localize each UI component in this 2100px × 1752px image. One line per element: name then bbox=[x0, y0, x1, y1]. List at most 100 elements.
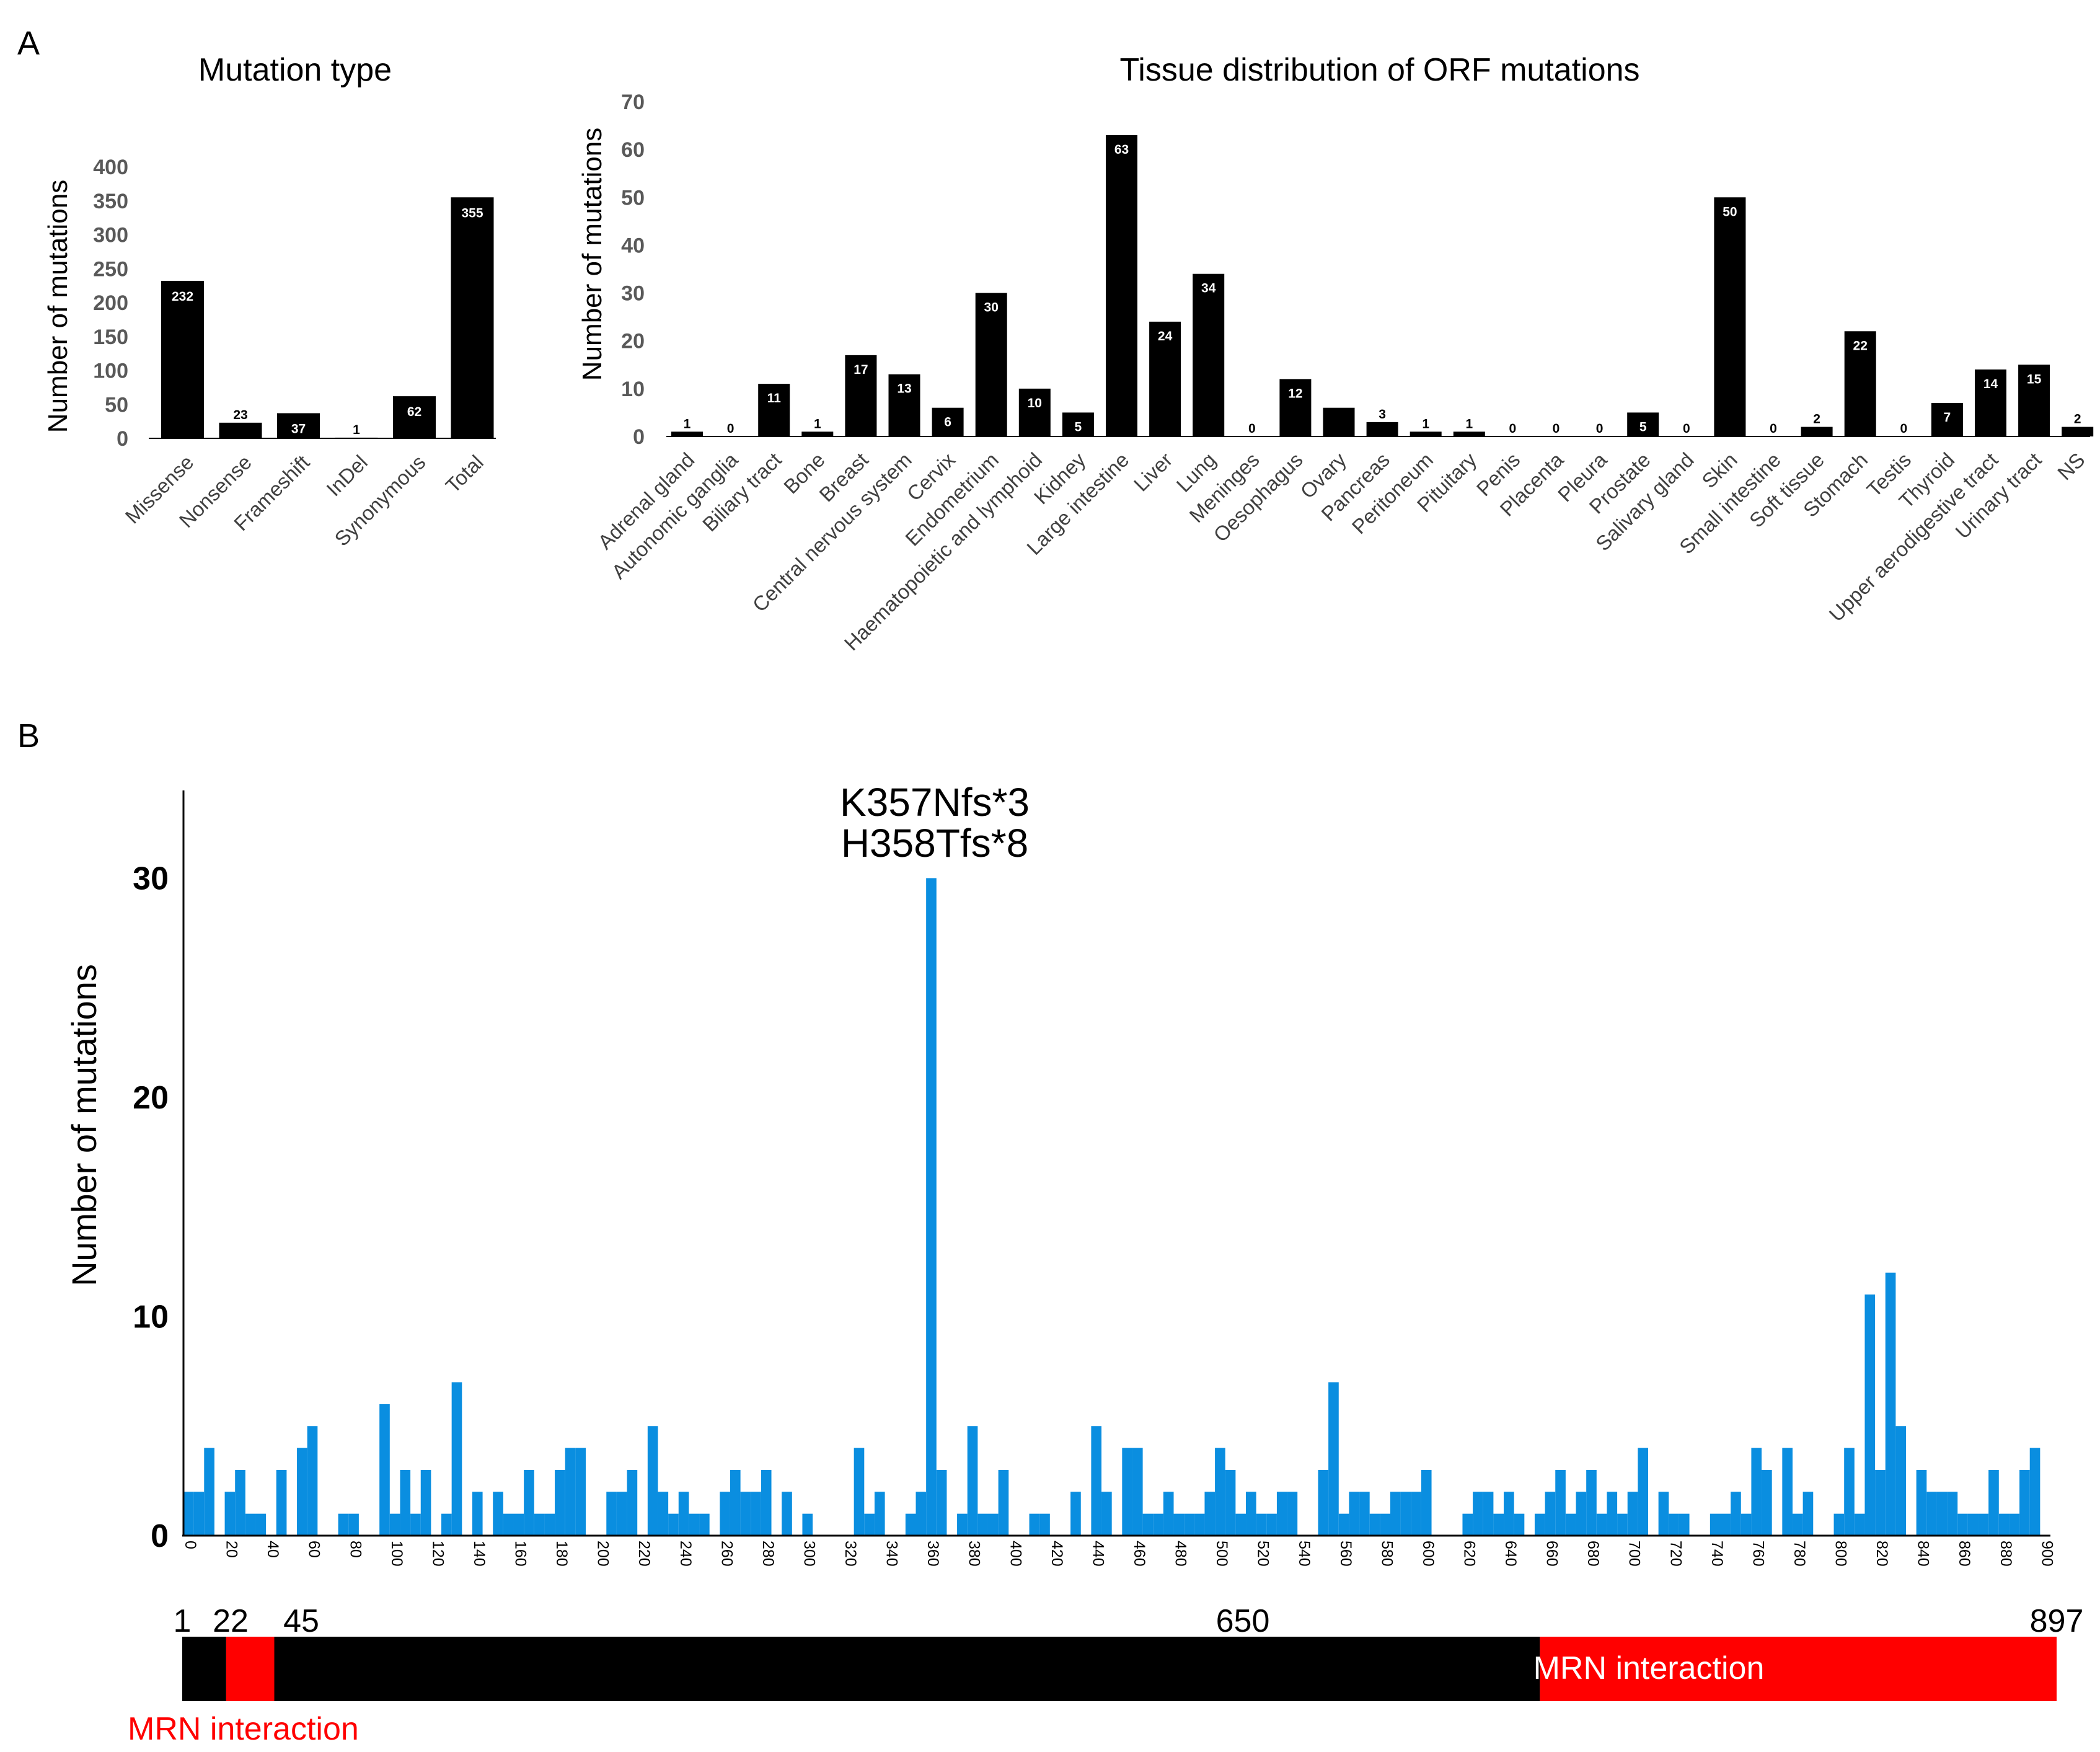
position-histogram-bar bbox=[1276, 1492, 1287, 1536]
position-histogram-x-tick: 720 bbox=[1667, 1541, 1684, 1567]
position-histogram-bar bbox=[1483, 1492, 1494, 1536]
position-histogram-bar bbox=[1380, 1513, 1390, 1536]
tissue-distribution-data-label: 13 bbox=[897, 382, 911, 396]
position-histogram-bar bbox=[544, 1513, 555, 1536]
position-histogram-x-tick: 800 bbox=[1832, 1541, 1850, 1567]
position-histogram-y-tick: 10 bbox=[133, 1299, 169, 1335]
position-histogram-bar bbox=[503, 1513, 514, 1536]
position-histogram-bar bbox=[379, 1404, 390, 1536]
position-histogram-bar bbox=[183, 1492, 194, 1536]
mutation-type-y-tick: 200 bbox=[93, 291, 128, 315]
position-histogram-x-tick: 60 bbox=[306, 1541, 323, 1558]
position-histogram-bar bbox=[410, 1513, 421, 1536]
tissue-distribution-y-tick: 70 bbox=[621, 91, 645, 114]
tissue-distribution-bar bbox=[1714, 197, 1746, 436]
position-histogram-bar bbox=[1895, 1426, 1907, 1536]
position-histogram-x-tick: 320 bbox=[842, 1541, 859, 1567]
position-histogram-bar bbox=[905, 1513, 916, 1536]
position-histogram-x-tick: 40 bbox=[264, 1541, 281, 1558]
position-histogram-bar bbox=[420, 1469, 431, 1536]
position-histogram-x-tick: 760 bbox=[1749, 1541, 1767, 1567]
tissue-distribution-data-label: 0 bbox=[727, 422, 735, 436]
tissue-distribution-bar bbox=[1627, 412, 1659, 436]
position-histogram-bar bbox=[1967, 1513, 1979, 1536]
position-histogram-bar bbox=[1225, 1469, 1236, 1536]
mrn-interaction-n-terminal-label: MRN interaction bbox=[128, 1711, 359, 1747]
position-histogram-x-tick: 540 bbox=[1295, 1541, 1313, 1567]
tissue-distribution-data-label: 2 bbox=[1813, 412, 1820, 427]
tissue-distribution-data-label: 24 bbox=[1158, 329, 1173, 343]
domain-map: 1 22 45 650 897 MRN interaction MRN inte… bbox=[128, 1603, 2083, 1747]
position-histogram-bar bbox=[936, 1469, 947, 1536]
position-histogram-bar bbox=[307, 1426, 318, 1536]
tissue-distribution-bar bbox=[1801, 427, 1833, 436]
position-histogram-x-tick: 460 bbox=[1131, 1541, 1148, 1567]
position-histogram-y-tick: 0 bbox=[151, 1518, 169, 1554]
position-histogram-bar bbox=[193, 1492, 205, 1536]
position-histogram-x-tick: 840 bbox=[1915, 1541, 1932, 1567]
position-histogram-bar bbox=[802, 1513, 813, 1536]
tissue-distribution-data-label: 11 bbox=[767, 391, 782, 405]
position-histogram-bar bbox=[1885, 1272, 1896, 1536]
position-histogram-x-tick: 300 bbox=[800, 1541, 818, 1567]
position-histogram-bar bbox=[751, 1492, 761, 1536]
tissue-distribution-data-label: 7 bbox=[1944, 410, 1951, 425]
position-histogram-bar bbox=[1369, 1513, 1380, 1536]
mutation-type-bar bbox=[161, 280, 204, 438]
domain-position-897: 897 bbox=[2030, 1603, 2084, 1639]
position-histogram-bar bbox=[441, 1513, 452, 1536]
tissue-distribution-bar bbox=[671, 431, 703, 436]
position-histogram-x-tick: 780 bbox=[1791, 1541, 1808, 1567]
position-histogram-x-tick: 500 bbox=[1213, 1541, 1230, 1567]
mutation-type-y-tick: 50 bbox=[105, 393, 128, 417]
position-histogram-bar bbox=[627, 1469, 638, 1536]
domain-position-22: 22 bbox=[213, 1603, 249, 1639]
domain-segment bbox=[226, 1637, 275, 1701]
tissue-distribution-y-tick: 60 bbox=[621, 138, 645, 162]
position-histogram-bar bbox=[1586, 1469, 1597, 1536]
tissue-distribution-bar bbox=[888, 374, 920, 436]
position-histogram-bar bbox=[1576, 1492, 1587, 1536]
position-histogram-bar bbox=[224, 1492, 236, 1536]
position-histogram-x-tick: 860 bbox=[1956, 1541, 1973, 1567]
position-histogram-bar bbox=[1122, 1448, 1132, 1536]
position-histogram-x-tick: 480 bbox=[1172, 1541, 1189, 1567]
position-histogram-bar bbox=[1462, 1513, 1473, 1536]
tissue-distribution-bar bbox=[1844, 331, 1876, 436]
position-histogram-bar bbox=[1792, 1513, 1803, 1536]
tissue-distribution-bar bbox=[1366, 422, 1398, 436]
tissue-distribution-data-label: 3 bbox=[1379, 407, 1386, 422]
position-histogram-bar bbox=[1565, 1513, 1576, 1536]
position-histogram-bar bbox=[977, 1513, 988, 1536]
tissue-distribution-bar bbox=[1106, 135, 1137, 436]
position-histogram-bar bbox=[1153, 1513, 1163, 1536]
position-histogram-x-tick: 640 bbox=[1502, 1541, 1519, 1567]
position-histogram-bar bbox=[647, 1426, 658, 1536]
position-histogram-bar bbox=[1534, 1513, 1545, 1536]
tissue-distribution-data-label: 0 bbox=[1248, 422, 1256, 436]
peak-annotation-line1: K357Nfs*3 bbox=[840, 780, 1030, 825]
tissue-distribution-data-label: 1 bbox=[1465, 417, 1473, 431]
position-histogram-bar bbox=[1596, 1513, 1607, 1536]
position-histogram-bar bbox=[555, 1469, 565, 1536]
tissue-distribution-data-label: 63 bbox=[1114, 143, 1129, 157]
mutation-type-bar bbox=[451, 197, 494, 438]
position-histogram-bar bbox=[1256, 1513, 1267, 1536]
tissue-distribution-bar bbox=[801, 431, 834, 436]
tissue-distribution-bar bbox=[1931, 403, 1963, 436]
mutation-type-y-tick: 350 bbox=[93, 190, 128, 213]
position-histogram-x-tick: 180 bbox=[553, 1541, 570, 1567]
position-histogram-bar bbox=[1493, 1513, 1504, 1536]
position-histogram-bar bbox=[1844, 1448, 1855, 1536]
position-histogram-bar bbox=[297, 1448, 307, 1536]
tissue-distribution-data-label: 30 bbox=[984, 301, 999, 315]
domain-position-650: 650 bbox=[1216, 1603, 1270, 1639]
position-histogram-bar bbox=[348, 1513, 359, 1536]
position-histogram-bar bbox=[1246, 1492, 1256, 1536]
position-histogram-bar bbox=[1142, 1513, 1154, 1536]
position-histogram-x-tick: 680 bbox=[1584, 1541, 1602, 1567]
position-histogram-bar bbox=[1916, 1469, 1927, 1536]
position-histogram-x-tick: 600 bbox=[1419, 1541, 1437, 1567]
position-histogram-bar bbox=[1833, 1513, 1845, 1536]
tissue-distribution-title: Tissue distribution of ORF mutations bbox=[1119, 52, 1639, 88]
